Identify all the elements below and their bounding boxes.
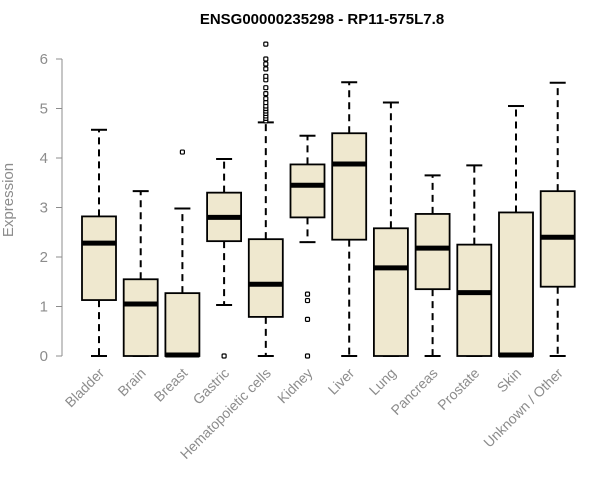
x-tick-label: Breast (151, 365, 191, 405)
box-unknown-other (539, 81, 576, 357)
x-tick-label: Liver (325, 365, 358, 398)
box-body (247, 238, 284, 318)
y-tick-label: 1 (40, 299, 48, 316)
box-body (456, 243, 493, 357)
y-tick-label: 4 (40, 150, 48, 167)
outlier-point (263, 73, 269, 79)
y-tick-label: 2 (40, 249, 48, 266)
box-gastric (206, 157, 243, 359)
box-pancreas (414, 174, 451, 357)
y-tick-label: 3 (40, 200, 48, 217)
box-lung (372, 101, 409, 357)
box-hematopoietic-cells (247, 41, 284, 357)
box-brain (122, 190, 159, 357)
outlier-point (304, 297, 311, 304)
outlier-point (304, 316, 311, 322)
outlier-point (304, 353, 311, 359)
box-prostate (456, 164, 493, 357)
box-body (331, 132, 368, 241)
x-tick-label: Skin (494, 365, 525, 396)
box-body (81, 215, 117, 301)
box-body (372, 227, 409, 357)
box-body (122, 278, 159, 357)
outlier-point (263, 41, 269, 47)
outlier-point (263, 66, 269, 72)
x-tick-label: Prostate (434, 365, 482, 413)
outlier-point (263, 85, 269, 91)
x-tick-label: Brain (114, 365, 148, 399)
outlier-point (179, 149, 185, 155)
outlier-point (263, 56, 269, 62)
outlier-point (263, 61, 269, 67)
y-tick-label: 0 (40, 348, 48, 365)
outlier-point (304, 291, 311, 297)
x-tick-label: Lung (366, 365, 399, 398)
box-skin (498, 105, 534, 358)
box-breast (164, 149, 201, 358)
box-liver (331, 81, 368, 357)
outlier-point (263, 91, 269, 97)
outlier-point (221, 353, 227, 359)
box-body (289, 163, 326, 219)
x-tick-label: Kidney (274, 365, 316, 407)
outlier-point (263, 95, 269, 102)
y-axis: 0 1 2 3 4 5 6 (40, 51, 63, 365)
box-bladder (81, 128, 117, 357)
x-tick-label: Unknown / Other (480, 365, 566, 451)
chart-title: ENSG00000235298 - RP11-575L7.8 (200, 11, 444, 28)
x-tick-label: Bladder (62, 365, 108, 411)
box-body (164, 292, 201, 357)
y-tick-label: 6 (40, 51, 48, 68)
box-kidney (289, 134, 326, 359)
y-tick-label: 5 (40, 101, 48, 118)
box-body (498, 211, 534, 357)
box-body (414, 213, 451, 291)
y-axis-label: Expression (0, 163, 17, 237)
box-plots (81, 41, 576, 359)
